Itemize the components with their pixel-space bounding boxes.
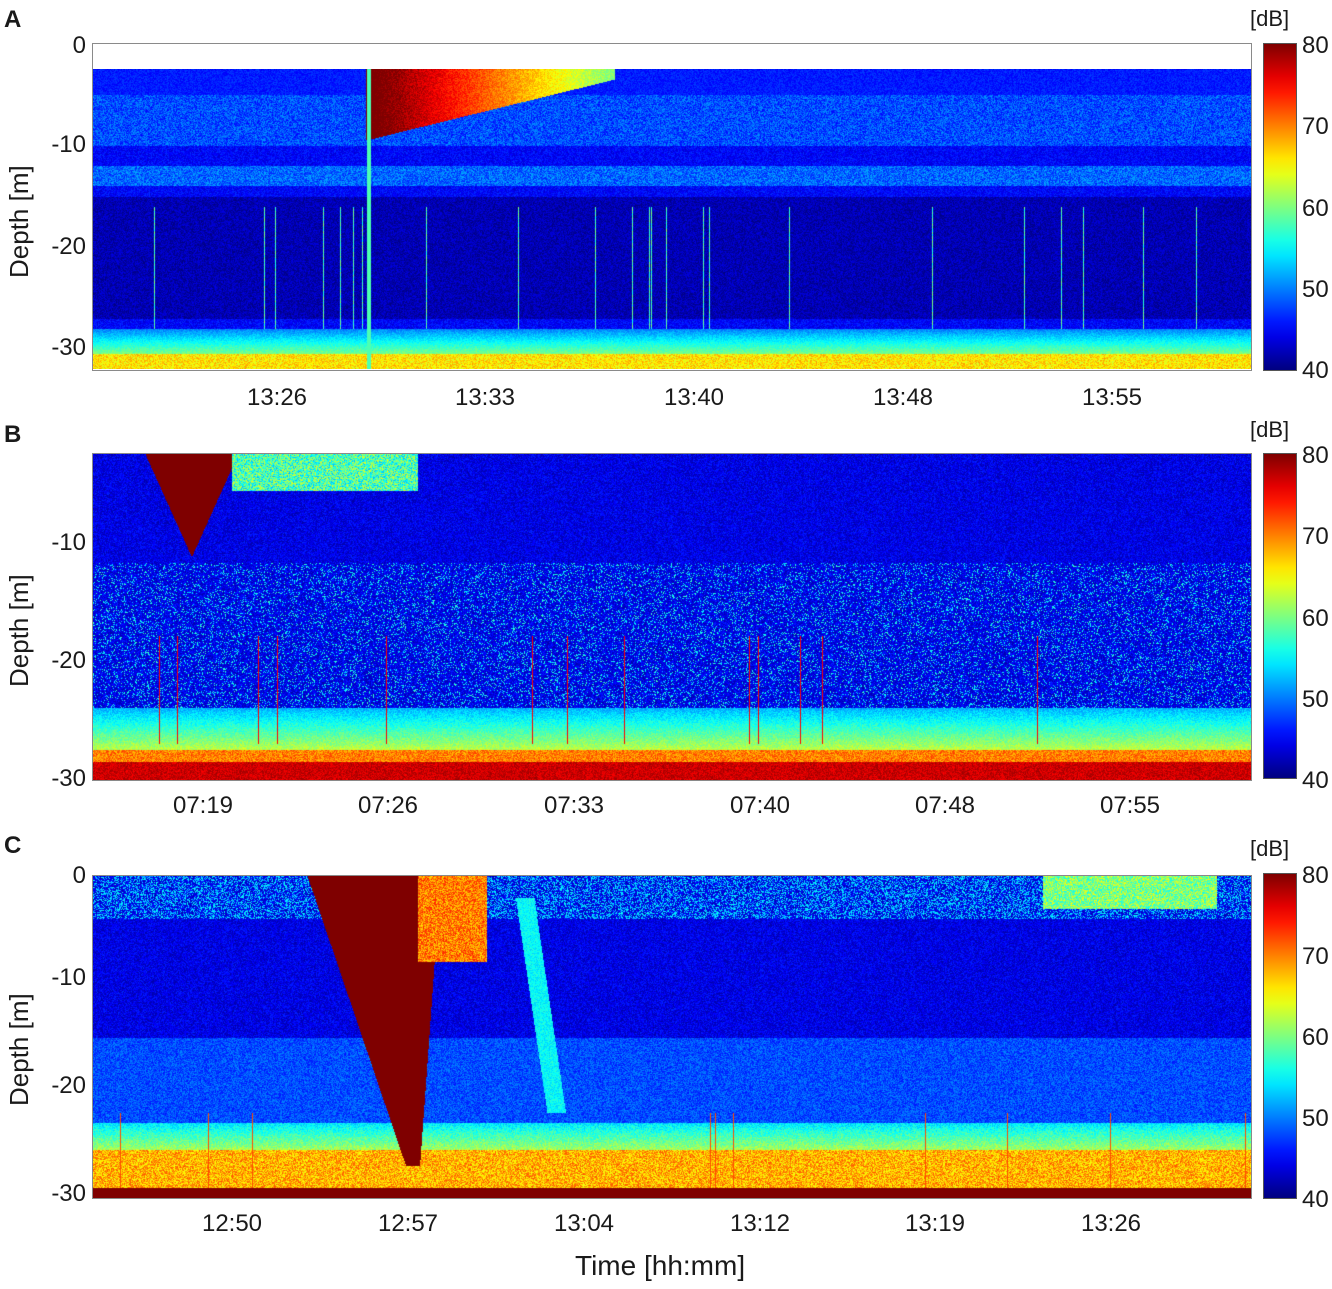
colorbar-tick-b-60: 60 bbox=[1302, 605, 1329, 632]
x-tick-a-2: 13:40 bbox=[663, 384, 725, 411]
panel-a: A Depth [m] 0 -10 -20 -30 13:26 13:33 13… bbox=[0, 0, 1332, 415]
colorbar-tick-c-60: 60 bbox=[1302, 1024, 1329, 1051]
colorbar-title-c: [dB] bbox=[1250, 836, 1290, 861]
x-tick-a-4: 13:55 bbox=[1081, 384, 1143, 411]
y-tick-b-2: -30 bbox=[51, 765, 86, 792]
x-tick-b-5: 07:55 bbox=[1099, 792, 1161, 819]
echogram-c bbox=[92, 875, 1252, 1199]
x-tick-b-0: 07:19 bbox=[172, 792, 234, 819]
x-tick-c-4: 13:19 bbox=[904, 1210, 966, 1237]
panel-label-c: C bbox=[4, 832, 22, 859]
y-tick-c-0: 0 bbox=[72, 862, 86, 889]
y-tick-a-3: -30 bbox=[51, 334, 86, 361]
x-tick-a-1: 13:33 bbox=[454, 384, 516, 411]
x-tick-b-3: 07:40 bbox=[729, 792, 791, 819]
echogram-a-image bbox=[93, 69, 1251, 369]
x-tick-c-3: 13:12 bbox=[729, 1210, 791, 1237]
colorbar-b bbox=[1263, 453, 1297, 779]
colorbar-tick-a-60: 60 bbox=[1302, 195, 1329, 222]
panel-c: C Depth [m] 0 -10 -20 -30 12:50 12:57 13… bbox=[0, 830, 1332, 1289]
y-tick-c-3: -30 bbox=[51, 1180, 86, 1207]
x-tick-b-2: 07:33 bbox=[543, 792, 605, 819]
y-tick-a-1: -10 bbox=[51, 131, 86, 158]
x-tick-c-5: 13:26 bbox=[1080, 1210, 1142, 1237]
x-tick-b-4: 07:48 bbox=[914, 792, 976, 819]
colorbar-tick-c-70: 70 bbox=[1302, 943, 1329, 970]
x-tick-a-0: 13:26 bbox=[246, 384, 308, 411]
echogram-b bbox=[92, 453, 1252, 781]
colorbar-c bbox=[1263, 873, 1297, 1199]
colorbar-tick-b-80: 80 bbox=[1302, 442, 1329, 469]
y-axis-label-a: Depth [m] bbox=[4, 165, 34, 278]
x-tick-b-1: 07:26 bbox=[357, 792, 419, 819]
colorbar-tick-c-40: 40 bbox=[1302, 1186, 1329, 1213]
x-tick-c-1: 12:57 bbox=[377, 1210, 439, 1237]
x-axis-label: Time [hh:mm] bbox=[575, 1250, 746, 1281]
x-tick-c-2: 13:04 bbox=[553, 1210, 615, 1237]
panel-b: B Depth [m] -10 -20 -30 07:19 07:26 07:3… bbox=[0, 415, 1332, 830]
y-tick-a-0: 0 bbox=[72, 32, 86, 59]
colorbar-tick-b-70: 70 bbox=[1302, 523, 1329, 550]
colorbar-tick-b-50: 50 bbox=[1302, 686, 1329, 713]
echogram-c-image bbox=[93, 876, 1251, 1198]
colorbar-tick-c-80: 80 bbox=[1302, 862, 1329, 889]
y-tick-b-0: -10 bbox=[51, 529, 86, 556]
colorbar-title-a: [dB] bbox=[1250, 6, 1290, 31]
colorbar-title-b: [dB] bbox=[1250, 417, 1290, 442]
echogram-b-image bbox=[93, 454, 1251, 780]
x-tick-c-0: 12:50 bbox=[201, 1210, 263, 1237]
y-tick-a-2: -20 bbox=[51, 233, 86, 260]
panel-label-b: B bbox=[4, 421, 22, 448]
colorbar-tick-a-80: 80 bbox=[1302, 32, 1329, 59]
colorbar-tick-a-40: 40 bbox=[1302, 357, 1329, 384]
colorbar-tick-a-50: 50 bbox=[1302, 276, 1329, 303]
colorbar-a bbox=[1263, 43, 1297, 371]
x-tick-a-3: 13:48 bbox=[872, 384, 934, 411]
y-tick-c-2: -20 bbox=[51, 1072, 86, 1099]
echogram-a bbox=[92, 43, 1252, 371]
y-tick-b-1: -20 bbox=[51, 647, 86, 674]
colorbar-tick-c-50: 50 bbox=[1302, 1105, 1329, 1132]
colorbar-tick-b-40: 40 bbox=[1302, 767, 1329, 794]
panel-label-a: A bbox=[4, 6, 22, 33]
colorbar-tick-a-70: 70 bbox=[1302, 113, 1329, 140]
y-tick-c-1: -10 bbox=[51, 964, 86, 991]
